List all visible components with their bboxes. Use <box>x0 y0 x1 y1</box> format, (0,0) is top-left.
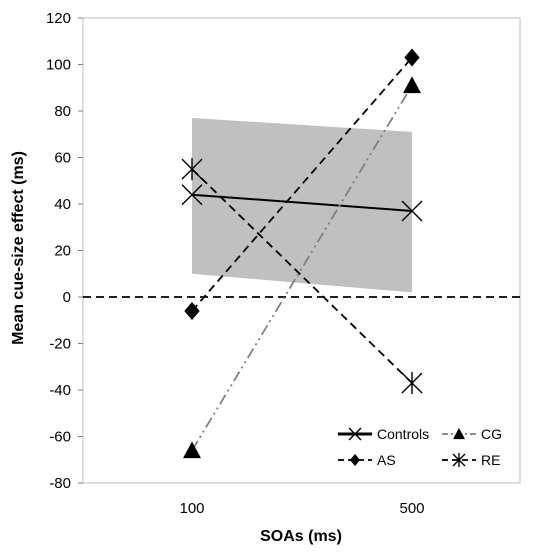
y-tick-label: 120 <box>46 10 71 27</box>
legend-item-cg: CG <box>442 426 502 442</box>
y-tick-label: 80 <box>54 103 71 120</box>
y-tick-label: -20 <box>49 336 71 353</box>
point-marker-asterisk <box>401 372 423 395</box>
point-marker-asterisk <box>452 453 466 467</box>
shaded-band <box>192 117 412 293</box>
y-axis-title: Mean cue-size effect (ms) <box>10 151 27 345</box>
y-tick-label: 40 <box>54 196 71 213</box>
point-marker-x <box>348 427 362 441</box>
y-tick-label: 60 <box>54 150 71 167</box>
y-tick-label: 0 <box>63 289 71 306</box>
y-tick-label: 100 <box>46 57 71 74</box>
series-line <box>191 56 413 312</box>
point-marker-diamond <box>184 301 200 320</box>
point-marker-asterisk <box>181 158 203 181</box>
point-marker-triangle <box>183 441 201 459</box>
y-tick-label: -80 <box>49 475 71 492</box>
legend-item-re: RE <box>442 452 500 468</box>
legend-item-controls: Controls <box>338 426 429 442</box>
point-marker-x <box>181 184 203 206</box>
marker-stroke <box>401 200 423 222</box>
point-marker-triangle <box>403 76 421 94</box>
series-layer <box>181 48 423 459</box>
y-axis: -80 -60 -40 -20 0 20 40 60 80 100 120 <box>46 10 83 492</box>
legend-item-as: AS <box>338 452 396 468</box>
series-as <box>184 48 420 320</box>
series-cg <box>183 76 421 459</box>
x-axis: 100 500 <box>179 500 424 517</box>
x-tick-label: 500 <box>399 500 424 517</box>
legend-label: Controls <box>377 426 429 442</box>
point-marker-triangle <box>453 428 465 440</box>
point-marker-x <box>401 200 423 222</box>
marker-stroke <box>181 184 203 206</box>
legend-label: RE <box>481 452 500 468</box>
legend-label: CG <box>481 426 502 442</box>
series-controls <box>181 184 423 222</box>
marker-stroke <box>348 427 362 441</box>
series-line <box>191 193 413 212</box>
x-axis-title: SOAs (ms) <box>260 528 342 545</box>
y-tick-label: -60 <box>49 429 71 446</box>
point-marker-diamond <box>404 48 420 67</box>
y-tick-label: -40 <box>49 382 71 399</box>
y-tick-label: 20 <box>54 243 71 260</box>
legend-label: AS <box>377 452 396 468</box>
series-line <box>191 84 413 451</box>
point-marker-diamond <box>349 454 361 466</box>
x-tick-label: 100 <box>179 500 204 517</box>
series-re <box>181 158 423 395</box>
legend: Controls CG AS RE <box>338 426 502 468</box>
